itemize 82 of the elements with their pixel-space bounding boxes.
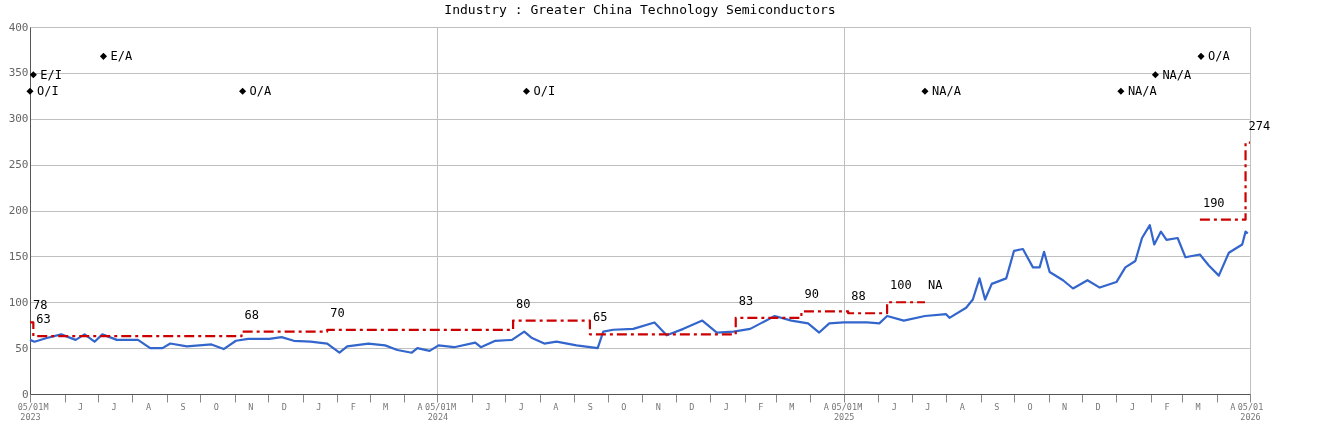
data-label: O/I	[533, 84, 556, 99]
x-tick-label: J	[485, 401, 491, 412]
x-tick-label: O	[213, 401, 219, 412]
chart-title: Industry : Greater China Technology Semiconductors	[444, 2, 836, 17]
y-tick-label: 100	[8, 295, 29, 309]
y-tick-label: 300	[8, 112, 29, 126]
point	[522, 87, 530, 95]
x-tick-label: A	[1230, 401, 1236, 412]
x-tick-label: A	[553, 401, 559, 412]
x-tick-label: 05/01 2024	[425, 401, 451, 422]
data-label: 63	[36, 312, 51, 327]
x-tick-label: J	[723, 401, 729, 412]
point	[1151, 71, 1159, 79]
x-tick-label: S	[587, 401, 593, 412]
point	[26, 87, 34, 95]
x-tick-label: S	[180, 401, 186, 412]
x-tick-label: A	[823, 401, 829, 412]
data-label: O/A	[1208, 49, 1231, 64]
x-tick-label: M	[1195, 401, 1201, 412]
x-tick-label: J	[925, 401, 931, 412]
point	[1197, 52, 1205, 60]
data-label: 65	[592, 310, 608, 325]
x-tick-label: F	[350, 401, 356, 412]
y-tick-label: 150	[8, 249, 29, 263]
y-tick-label: 50	[15, 341, 29, 355]
x-tick-label: A	[959, 401, 965, 412]
x-tick-label: A	[417, 401, 423, 412]
x-tick-label: M	[43, 401, 49, 412]
x-tick-label: J	[1129, 401, 1136, 412]
point	[1117, 87, 1125, 95]
x-tick-label: O	[621, 401, 627, 412]
x-tick-label: M	[789, 401, 795, 412]
data-label: 78	[33, 298, 48, 313]
data-label: 274	[1248, 118, 1271, 133]
x-tick-label: D	[281, 401, 287, 412]
point	[29, 71, 37, 79]
data-label: E/A	[110, 49, 133, 64]
data-label: E/I	[40, 67, 63, 82]
x-tick-label: 05/01 2025	[831, 401, 857, 422]
x-tick-label: M	[450, 401, 457, 412]
point	[921, 87, 929, 95]
x-tick-label: D	[1095, 401, 1101, 412]
data-label: NA/A	[1162, 67, 1193, 82]
x-tick-label: F	[758, 401, 764, 412]
x-tick-label: D	[689, 401, 695, 412]
x-tick-label: N	[248, 401, 254, 412]
x-tick-label: 05/01 2023	[17, 401, 44, 422]
point	[239, 87, 247, 95]
y-tick-label: 0	[21, 387, 29, 401]
x-tick-label: J	[78, 401, 84, 412]
y-tick-label: 200	[8, 204, 29, 217]
data-label: 90	[804, 287, 819, 302]
x-tick-label: N	[1062, 401, 1068, 412]
x-tick-label: J	[111, 401, 117, 412]
x-tick-label: N	[655, 401, 661, 412]
x-tick-label: 05/01 2026	[1237, 401, 1264, 422]
data-label: 68	[244, 307, 259, 322]
data-label: O/A	[249, 84, 273, 99]
x-tick-label: O	[1027, 401, 1033, 412]
x-tick-label: M	[857, 401, 863, 412]
point	[99, 52, 107, 60]
data-label: 190	[1202, 195, 1225, 210]
y-tick-label: 350	[8, 66, 29, 80]
x-tick-label: F	[1164, 401, 1170, 412]
data-label: 100	[890, 278, 912, 293]
data-label: NA/A	[931, 84, 962, 99]
data-label: O/I	[37, 84, 59, 99]
data-label: NA	[927, 278, 944, 293]
x-tick-label: J	[316, 401, 322, 412]
x-tick-label: S	[994, 401, 1000, 412]
data-label: 70	[330, 305, 345, 320]
data-label: 80	[516, 296, 531, 311]
x-tick-label: J	[518, 401, 524, 412]
x-tick-label: J	[891, 401, 897, 412]
x-tick-label: A	[145, 401, 152, 412]
y-tick-label: 250	[8, 158, 29, 172]
x-tick-label: M	[383, 401, 389, 412]
y-tick-label: 400	[8, 20, 29, 34]
data-label: 83	[738, 293, 754, 308]
data-label: NA/A	[1127, 84, 1158, 99]
line-series	[28, 224, 1249, 354]
data-label: 88	[851, 289, 866, 304]
